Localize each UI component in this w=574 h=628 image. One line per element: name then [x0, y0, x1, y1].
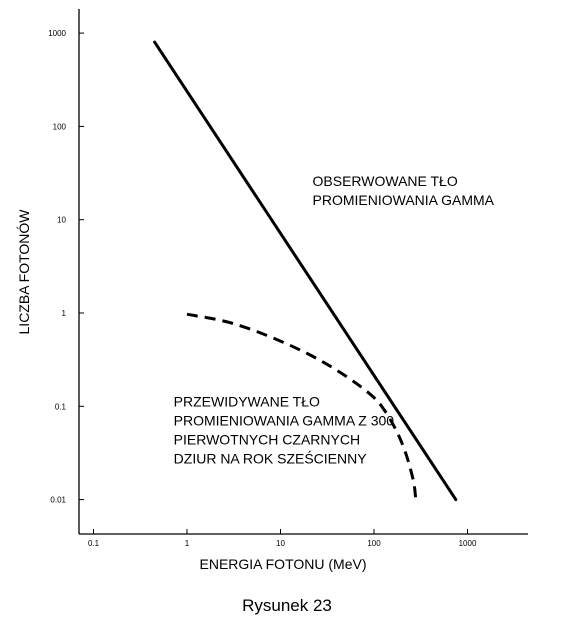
y-tick-label: 1000 [48, 29, 66, 38]
annotation-line: PRZEWIDYWANE TŁO [174, 393, 320, 409]
y-axis-ticks: 0.01 0.1 1 10 100 1000 [48, 29, 84, 505]
x-tick-label: 100 [367, 539, 381, 548]
y-axis-title: LICZBA FOTONÓW [16, 209, 32, 335]
annotation-line: PROMIENIOWANIA GAMMA [313, 192, 495, 208]
y-tick-label: 1 [62, 309, 67, 318]
x-tick-label: 1000 [459, 539, 477, 548]
x-axis-title: ENERGIA FOTONU (MeV) [200, 556, 367, 572]
x-tick-label: 0.1 [88, 539, 100, 548]
x-tick-label: 1 [185, 539, 190, 548]
x-tick-label: 10 [276, 539, 285, 548]
y-tick-label: 0.01 [50, 496, 66, 505]
annotation-layer: OBSERWOWANE TŁO PROMIENIOWANIA GAMMA PRZEW… [174, 173, 495, 466]
observed-annotation: OBSERWOWANE TŁO PROMIENIOWANIA GAMMA [313, 173, 495, 208]
annotation-line: OBSERWOWANE TŁO [313, 173, 458, 189]
observed-background-line [153, 40, 458, 502]
y-tick-label: 100 [53, 122, 67, 131]
annotation-line: DZIUR NA ROK SZEŚCIENNY [174, 449, 368, 466]
series-layer [153, 40, 458, 502]
annotation-line: PROMIENIOWANIA GAMMA Z 300 [174, 412, 395, 428]
y-tick-label: 0.1 [55, 402, 67, 411]
y-tick-label: 10 [57, 216, 66, 225]
x-axis-ticks: 0.1 1 10 100 1000 [88, 529, 477, 548]
predicted-annotation: PRZEWIDYWANE TŁO PROMIENIOWANIA GAMMA Z 3… [174, 393, 395, 466]
predicted-background-curve [186, 312, 418, 500]
figure-caption: Rysunek 23 [242, 596, 332, 615]
plot-area [78, 9, 528, 535]
annotation-line: PIERWOTNYCH CZARNYCH [174, 431, 360, 447]
